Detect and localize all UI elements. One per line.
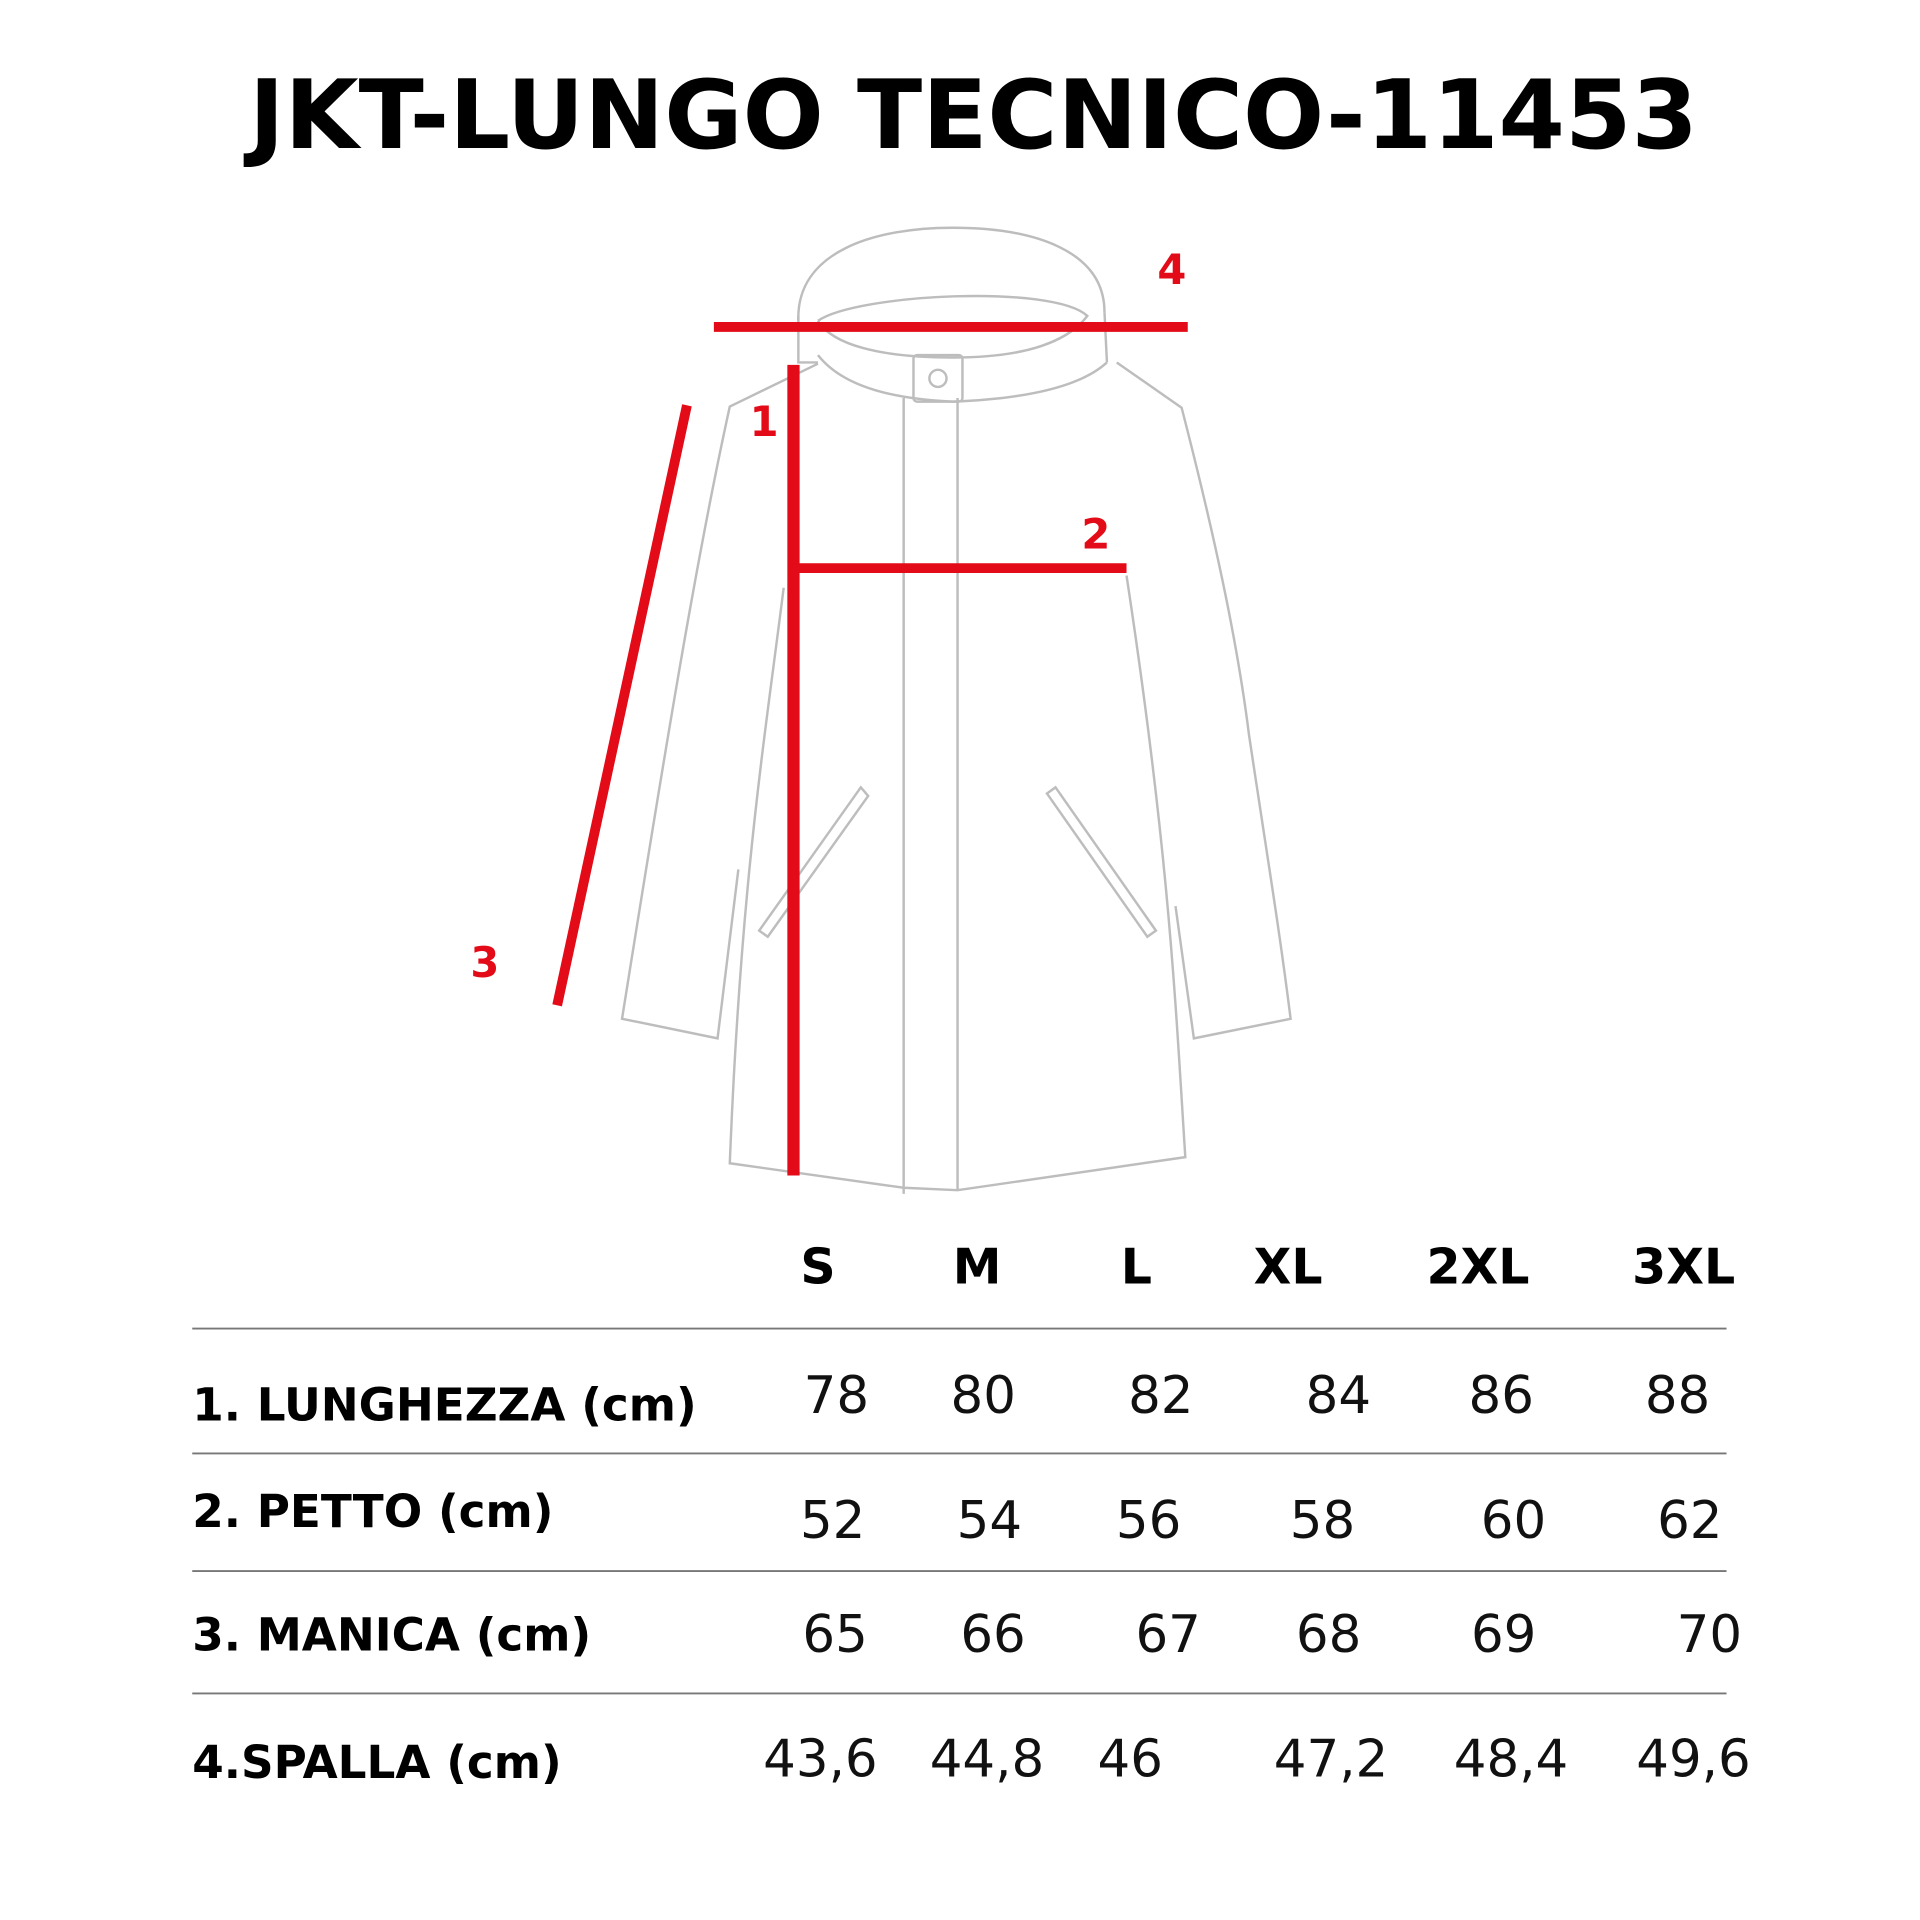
cell: 68 — [1296, 1605, 1361, 1665]
cell: 58 — [1290, 1491, 1355, 1551]
cell: 49,6 — [1636, 1730, 1750, 1790]
measurement-lines: 1 2 3 4 — [470, 245, 1188, 1176]
cell: 84 — [1306, 1366, 1371, 1426]
cell: 56 — [1116, 1491, 1181, 1551]
cell: 86 — [1469, 1366, 1534, 1426]
cell: 80 — [951, 1366, 1016, 1426]
table-row: 1. LUNGHEZZA (cm) 78 80 82 84 86 88 — [192, 1366, 1710, 1431]
cell: 88 — [1645, 1366, 1710, 1426]
marker-1: 1 — [750, 397, 779, 446]
table-row: 4.SPALLA (cm) 43,6 44,8 46 47,2 48,4 49,… — [192, 1730, 1750, 1790]
cell: 67 — [1135, 1605, 1200, 1665]
row-label: 4.SPALLA (cm) — [192, 1736, 561, 1789]
table-row: 2. PETTO (cm) 52 54 56 58 60 62 — [192, 1485, 1722, 1551]
cell: 46 — [1097, 1730, 1162, 1790]
cell: 62 — [1657, 1491, 1722, 1551]
size-table: S M L XL 2XL 3XL 1. LUNGHEZZA (cm) 78 80… — [192, 1238, 1751, 1790]
row-label: 3. MANICA (cm) — [192, 1609, 591, 1662]
size-header: 2XL — [1426, 1238, 1529, 1295]
cell: 47,2 — [1274, 1730, 1388, 1790]
marker-3: 3 — [470, 938, 499, 987]
cell: 78 — [804, 1366, 869, 1426]
jacket-drawing — [620, 226, 1292, 1194]
table-row: 3. MANICA (cm) 65 66 67 68 69 70 — [192, 1605, 1742, 1665]
size-header: XL — [1254, 1238, 1323, 1295]
row-label: 1. LUNGHEZZA (cm) — [192, 1378, 696, 1431]
row-label: 2. PETTO (cm) — [192, 1485, 553, 1538]
cell: 60 — [1481, 1491, 1546, 1551]
cell: 70 — [1677, 1605, 1742, 1665]
size-header: 3XL — [1632, 1238, 1735, 1295]
sleeve-line — [552, 404, 692, 1007]
marker-4: 4 — [1157, 245, 1186, 294]
cell: 65 — [802, 1605, 867, 1665]
cell: 69 — [1471, 1605, 1536, 1665]
marker-2: 2 — [1081, 510, 1110, 559]
size-header: M — [953, 1238, 1002, 1295]
page-title: JKT-LUNGO TECNICO-11453 — [243, 59, 1698, 171]
cell: 52 — [800, 1491, 865, 1551]
size-header: L — [1121, 1238, 1152, 1295]
cell: 48,4 — [1454, 1730, 1568, 1790]
cell: 82 — [1128, 1366, 1193, 1426]
cell: 44,8 — [930, 1730, 1044, 1790]
cell: 43,6 — [763, 1730, 877, 1790]
size-header: S — [800, 1238, 835, 1295]
cell: 66 — [960, 1605, 1025, 1665]
cell: 54 — [957, 1491, 1022, 1551]
